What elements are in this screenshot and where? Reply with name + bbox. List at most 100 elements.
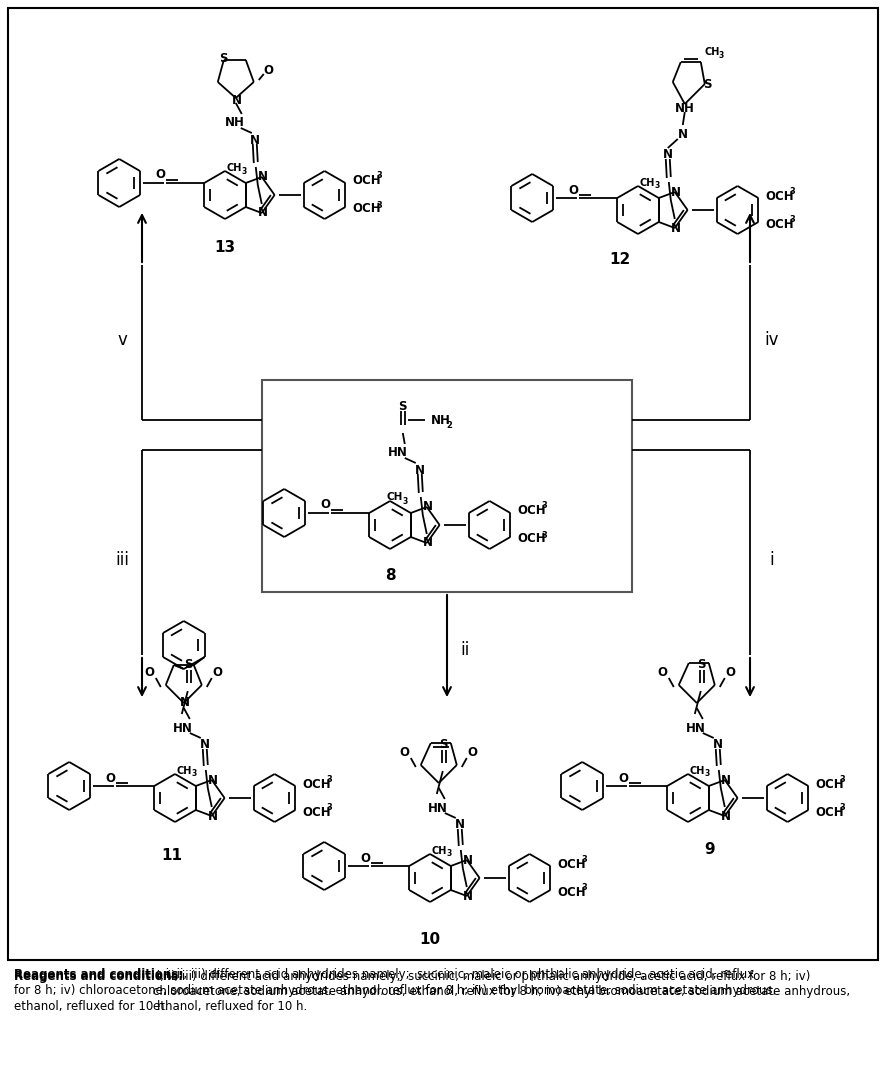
Text: O: O <box>657 667 668 680</box>
Text: 3: 3 <box>447 849 452 859</box>
Text: OCH: OCH <box>517 532 546 545</box>
Text: NH: NH <box>225 116 245 129</box>
Text: 3: 3 <box>789 216 796 224</box>
Text: N: N <box>180 697 190 710</box>
Text: ethanol, refluxed for 10 h.: ethanol, refluxed for 10 h. <box>14 1000 168 1013</box>
Text: CH: CH <box>431 846 447 856</box>
Text: N: N <box>258 171 268 184</box>
Text: OCH: OCH <box>557 858 587 871</box>
Text: 3: 3 <box>191 769 197 779</box>
Text: O: O <box>213 667 222 680</box>
Text: N: N <box>678 127 688 141</box>
Text: N: N <box>671 222 680 235</box>
Text: 3: 3 <box>655 181 660 191</box>
Text: i, ii, iii) different acid anhydrides namely;  succinic, maleic or phthalic anhy: i, ii, iii) different acid anhydrides na… <box>153 970 851 1013</box>
Text: 3: 3 <box>704 769 710 779</box>
Text: iv: iv <box>765 331 780 349</box>
Text: N: N <box>199 738 210 751</box>
Text: 3: 3 <box>789 187 796 195</box>
Text: N: N <box>208 774 218 786</box>
Text: O: O <box>264 64 274 77</box>
Text: N: N <box>462 854 473 866</box>
Bar <box>262 380 632 592</box>
Text: OCH: OCH <box>557 886 587 898</box>
Text: 3: 3 <box>377 201 383 209</box>
Text: O: O <box>155 169 165 181</box>
Text: OCH: OCH <box>517 505 546 517</box>
Text: S: S <box>184 657 193 670</box>
Text: O: O <box>568 184 579 196</box>
Text: N: N <box>258 207 268 220</box>
Text: OCH: OCH <box>353 203 381 216</box>
Text: Reagents and conditions:: Reagents and conditions: <box>14 970 183 983</box>
Text: Reagents and conditions:: Reagents and conditions: <box>14 968 183 981</box>
Text: 9: 9 <box>704 843 715 858</box>
Text: 3: 3 <box>327 775 332 783</box>
Text: v: v <box>117 331 127 349</box>
Text: N: N <box>232 94 242 107</box>
Text: N: N <box>423 537 432 550</box>
Text: N: N <box>250 133 260 146</box>
Bar <box>8 7 878 960</box>
Text: 3: 3 <box>541 501 548 510</box>
Text: OCH: OCH <box>766 190 794 203</box>
Text: OCH: OCH <box>303 778 331 791</box>
Text: 3: 3 <box>377 172 383 180</box>
Text: 3: 3 <box>840 775 845 783</box>
Text: 2: 2 <box>447 420 453 430</box>
Text: S: S <box>399 399 407 413</box>
Text: 3: 3 <box>541 530 548 540</box>
Text: 3: 3 <box>719 51 724 61</box>
Text: i: i <box>770 551 774 569</box>
Text: N: N <box>712 738 723 751</box>
Text: N: N <box>671 186 680 198</box>
Text: 3: 3 <box>840 803 845 812</box>
Text: HN: HN <box>686 721 706 734</box>
Text: O: O <box>618 771 628 784</box>
Text: OCH: OCH <box>766 218 794 230</box>
Text: 3: 3 <box>581 883 587 892</box>
Text: iii: iii <box>115 551 129 569</box>
Text: 3: 3 <box>327 803 332 812</box>
Text: O: O <box>105 771 115 784</box>
Text: OCH: OCH <box>303 806 331 818</box>
Text: N: N <box>721 774 731 786</box>
Text: O: O <box>400 747 410 760</box>
Text: OCH: OCH <box>353 175 381 188</box>
Text: 13: 13 <box>214 240 236 255</box>
Text: N: N <box>462 890 473 903</box>
Text: 10: 10 <box>419 933 440 947</box>
Text: 3: 3 <box>242 166 247 175</box>
Text: OCH: OCH <box>816 778 844 791</box>
Text: 11: 11 <box>161 847 183 862</box>
Text: O: O <box>320 498 330 511</box>
Text: S: S <box>439 737 448 750</box>
Text: OCH: OCH <box>816 806 844 818</box>
Text: N: N <box>423 500 432 513</box>
Text: HN: HN <box>428 801 447 814</box>
Text: HN: HN <box>388 446 408 460</box>
Text: O: O <box>726 667 735 680</box>
Text: 12: 12 <box>610 253 631 268</box>
Text: i, ii, iii) different acid anhydrides namely;  succinic, maleic or phthalic anhy: i, ii, iii) different acid anhydrides na… <box>162 968 754 981</box>
Text: CH: CH <box>176 766 191 776</box>
Text: ii: ii <box>461 641 470 659</box>
Text: 3: 3 <box>403 496 408 506</box>
Text: N: N <box>721 810 731 823</box>
Text: CH: CH <box>386 492 403 501</box>
Text: O: O <box>468 747 478 760</box>
Text: O: O <box>361 851 370 864</box>
Text: S: S <box>697 657 706 670</box>
Text: N: N <box>208 810 218 823</box>
Text: for 8 h; iv) chloroacetone, sodium acetate anhydrous, ethanol, reflux for 8 h; i: for 8 h; iv) chloroacetone, sodium aceta… <box>14 984 776 997</box>
Text: CH: CH <box>689 766 704 776</box>
Text: N: N <box>415 463 424 477</box>
Text: N: N <box>455 818 465 831</box>
Text: S: S <box>220 52 228 65</box>
Text: O: O <box>144 667 155 680</box>
Text: S: S <box>703 78 712 91</box>
Text: CH: CH <box>640 178 655 188</box>
Text: 8: 8 <box>385 568 395 583</box>
Text: HN: HN <box>173 721 193 734</box>
Text: CH: CH <box>704 47 720 57</box>
